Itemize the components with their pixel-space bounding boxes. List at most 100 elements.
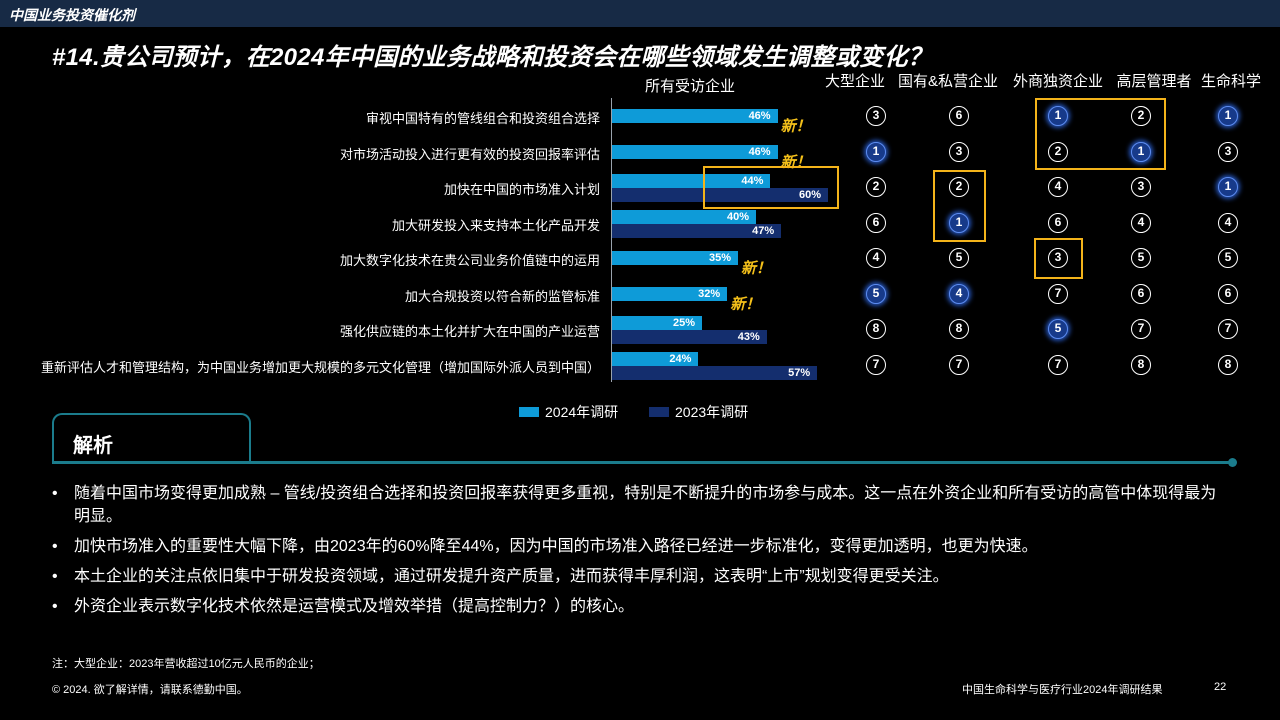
chart-title: 所有受访企业 — [645, 78, 736, 95]
rank-circle: 3 — [949, 142, 969, 162]
category-label: 强化供应链的本土化并扩大在中国的产业运营 — [339, 324, 600, 339]
bar-2023: 57% — [612, 366, 818, 380]
data-label-2024: 32% — [698, 288, 721, 300]
rank-circle: 1 — [949, 213, 969, 233]
category-label: 加大数字化技术在贵公司业务价值链中的运用 — [339, 253, 600, 268]
analysis-divider — [52, 461, 1232, 464]
analysis-bullet: 外资企业表示数字化技术依然是运营模式及增效举措（提高控制力？）的核心。 — [52, 595, 1227, 618]
data-label-2024: 46% — [748, 146, 771, 158]
rank-circle: 3 — [1131, 177, 1151, 197]
rank-circle: 5 — [1218, 248, 1238, 268]
legend-swatch-2023 — [649, 407, 669, 417]
rank-circle: 5 — [949, 248, 969, 268]
highlight-box-foreign-exec — [1035, 98, 1166, 170]
bar-2024: 35% — [612, 251, 738, 265]
rank-circle: 2 — [949, 177, 969, 197]
data-label-2023: 60% — [798, 189, 821, 201]
rank-circle: 8 — [866, 319, 886, 339]
header-bar: 中国业务投资催化剂 — [0, 0, 1280, 27]
bar-2023: 43% — [612, 330, 767, 344]
rank-circle: 4 — [866, 248, 886, 268]
rank-circle: 1 — [866, 142, 886, 162]
rank-circle: 4 — [1048, 177, 1068, 197]
rank-circle: 7 — [1218, 319, 1238, 339]
new-tag: 新！ — [741, 260, 772, 277]
data-label-2024: 40% — [726, 211, 749, 223]
legend-2023: 2023年调研 — [649, 402, 748, 422]
rank-circle: 6 — [1048, 213, 1068, 233]
legend-2024: 2024年调研 — [519, 402, 618, 422]
analysis-title: 解析 — [73, 435, 113, 457]
segment-header: 国有&私营企业 — [897, 73, 999, 90]
rank-circle: 8 — [1218, 355, 1238, 375]
rank-circle: 2 — [866, 177, 886, 197]
analysis-bullet: 本土企业的关注点依旧集中于研发投资领域，通过研发提升资产质量，进而获得丰厚利润，… — [52, 565, 1227, 588]
analysis-bullet: 随着中国市场变得更加成熟 – 管线/投资组合选择和投资回报率获得更多重视，特别是… — [52, 482, 1227, 528]
data-label-2023: 43% — [737, 331, 760, 343]
data-label-2024: 44% — [741, 175, 764, 187]
bar-2024: 44% — [612, 174, 771, 188]
report-name: 中国生命科学与医疗行业2024年调研结果 — [962, 684, 1163, 696]
rank-circle: 3 — [1218, 142, 1238, 162]
category-label: 加大研发投入来支持本土化产品开发 — [391, 218, 600, 233]
data-label-2023: 57% — [788, 367, 811, 379]
chart-axis-line — [611, 98, 612, 382]
category-label: 加快在中国的市场准入计划 — [443, 182, 600, 197]
rank-circle: 1 — [1048, 106, 1068, 126]
category-label: 审视中国特有的管线组合和投资组合选择 — [365, 111, 600, 126]
rank-circle: 4 — [1218, 213, 1238, 233]
bar-2024: 46% — [612, 109, 778, 123]
legend-label-2023: 2023年调研 — [675, 404, 749, 420]
rank-circle: 2 — [1048, 142, 1068, 162]
analysis-tab — [52, 413, 251, 463]
bar-2024: 46% — [612, 145, 778, 159]
legend-swatch-2024 — [519, 407, 539, 417]
segment-header: 外商独资企业 — [1012, 73, 1104, 90]
data-label-2024: 46% — [748, 110, 771, 122]
segment-header: 大型企业 — [824, 73, 886, 90]
rank-circle: 6 — [1131, 284, 1151, 304]
data-label-2023: 47% — [752, 225, 775, 237]
category-label: 加大合规投资以符合新的监管标准 — [404, 289, 600, 304]
analysis-bullets: 随着中国市场变得更加成熟 – 管线/投资组合选择和投资回报率获得更多重视，特别是… — [52, 482, 1227, 625]
rank-circle: 7 — [1048, 355, 1068, 375]
rank-circle: 4 — [1131, 213, 1151, 233]
bar-2024: 40% — [612, 210, 756, 224]
page-number: 22 — [1214, 681, 1227, 693]
rank-circle: 5 — [1131, 248, 1151, 268]
highlight-box-bar-row3 — [703, 166, 839, 209]
analysis-bullet: 加快市场准入的重要性大幅下降，由2023年的60%降至44%，因为中国的市场准入… — [52, 535, 1227, 558]
rank-circle: 1 — [1218, 106, 1238, 126]
analysis-divider-dot — [1228, 458, 1237, 467]
rank-circle: 7 — [1048, 284, 1068, 304]
rank-circle: 1 — [1131, 142, 1151, 162]
highlight-box-foreign-row5 — [1034, 238, 1083, 279]
rank-circle: 5 — [1048, 319, 1068, 339]
footnote: 注：大型企业：2023年营收超过10亿元人民币的企业； — [52, 658, 320, 670]
new-tag: 新！ — [780, 118, 811, 135]
rank-circle: 3 — [866, 106, 886, 126]
data-label-2024: 24% — [669, 353, 692, 365]
highlight-box-soe-col — [933, 170, 986, 242]
rank-circle: 6 — [1218, 284, 1238, 304]
rank-circle: 1 — [1218, 177, 1238, 197]
rank-circle: 8 — [949, 319, 969, 339]
bar-2023: 47% — [612, 224, 782, 238]
segment-header: 生命科学 — [1200, 73, 1262, 90]
rank-circle: 7 — [1131, 319, 1151, 339]
data-label-2024: 25% — [672, 317, 695, 329]
rank-circle: 2 — [1131, 106, 1151, 126]
bar-2023: 60% — [612, 188, 828, 202]
slide-title: #14.贵公司预计，在2024年中国的业务战略和投资会在哪些领域发生调整或变化？ — [52, 44, 933, 71]
rank-circle: 6 — [949, 106, 969, 126]
bar-2024: 24% — [612, 352, 699, 366]
bar-2024: 32% — [612, 287, 728, 301]
segment-header: 高层管理者 — [1116, 73, 1192, 90]
rank-circle: 7 — [949, 355, 969, 375]
category-label: 对市场活动投入进行更有效的投资回报率评估 — [339, 147, 600, 162]
legend-label-2024: 2024年调研 — [545, 404, 619, 420]
rank-circle: 8 — [1131, 355, 1151, 375]
rank-circle: 3 — [1048, 248, 1068, 268]
copyright: © 2024. 欲了解详情，请联系德勤中国。 — [52, 684, 248, 696]
category-label: 重新评估人才和管理结构，为中国业务增加更大规模的多元文化管理（增加国际外派人员到… — [40, 360, 600, 375]
